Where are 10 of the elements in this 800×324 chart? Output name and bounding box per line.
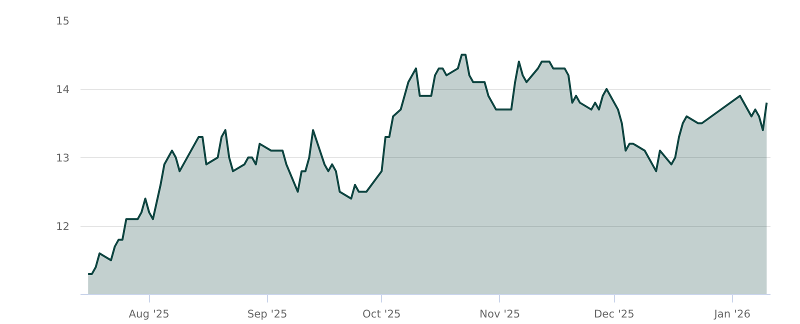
x-tick-label: Jan '26	[713, 308, 751, 320]
x-tick-label: Aug '25	[128, 308, 170, 320]
y-tick-label: 12	[56, 220, 70, 233]
y-tick-label: 15	[56, 14, 70, 28]
x-tick-label: Oct '25	[362, 308, 401, 320]
x-tick-label: Dec '25	[594, 308, 634, 320]
y-tick-label: 14	[56, 83, 70, 96]
x-tick-label: Nov '25	[480, 308, 520, 320]
x-tick-label: Sep '25	[247, 308, 288, 320]
y-tick-label: 13	[56, 152, 70, 164]
